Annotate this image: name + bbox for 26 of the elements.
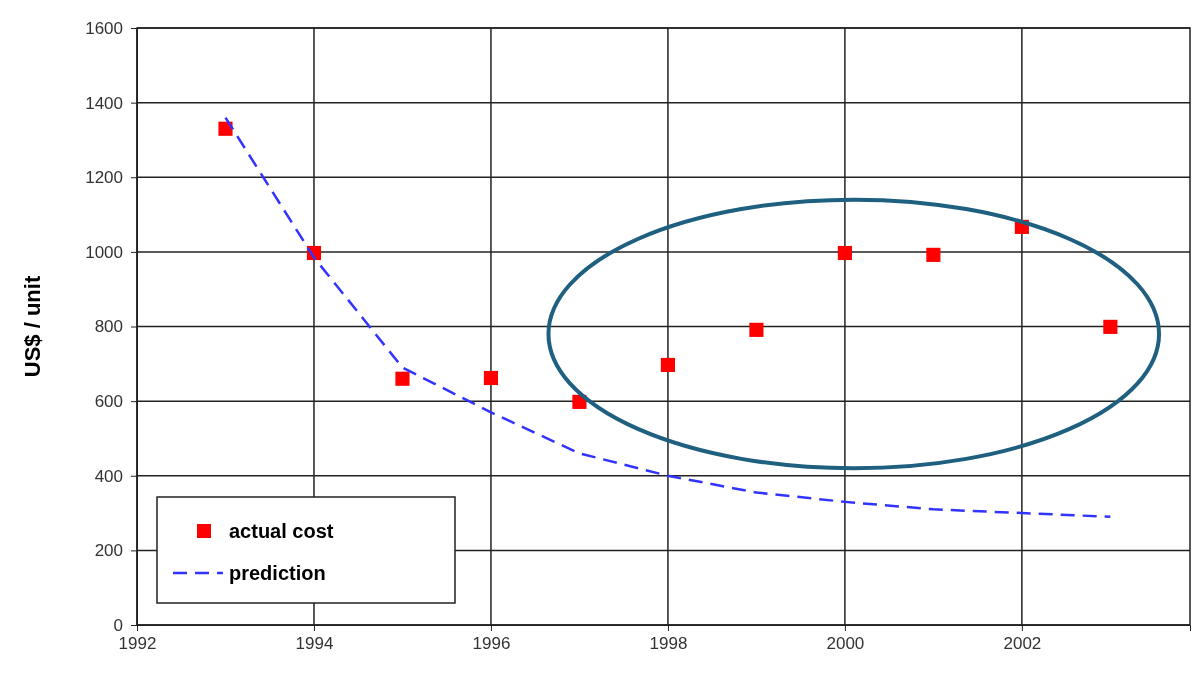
y-tick-label: 1000 xyxy=(85,242,123,262)
point xyxy=(1103,319,1118,334)
point xyxy=(395,371,410,386)
line-series xyxy=(224,116,1112,519)
point xyxy=(483,370,499,386)
point xyxy=(749,322,764,337)
x-tick-label: 2002 xyxy=(1003,634,1042,654)
point xyxy=(926,247,941,262)
legend-label: actual cost xyxy=(229,520,334,542)
x-tick-label: 2000 xyxy=(826,634,865,654)
y-tick-label: 1600 xyxy=(85,18,123,38)
point xyxy=(837,245,852,261)
y-tick-label: 200 xyxy=(94,541,123,561)
y-tick-label: 600 xyxy=(94,392,123,412)
x-tick-label: 1996 xyxy=(472,634,511,654)
y-axis-title: US$ / unit xyxy=(20,275,45,378)
x-tick-label: 1998 xyxy=(649,634,688,654)
point xyxy=(660,357,675,372)
y-tick-label: 1200 xyxy=(85,168,123,188)
x-tick-label: 1994 xyxy=(295,634,334,654)
y-tick-label: 1400 xyxy=(85,93,123,113)
legend-label: prediction xyxy=(229,562,326,584)
y-tick-label: 400 xyxy=(94,466,123,486)
y-tick-label: 800 xyxy=(94,317,123,337)
y-tick-label: 0 xyxy=(113,615,123,635)
x-tick-label: 1992 xyxy=(118,634,157,654)
